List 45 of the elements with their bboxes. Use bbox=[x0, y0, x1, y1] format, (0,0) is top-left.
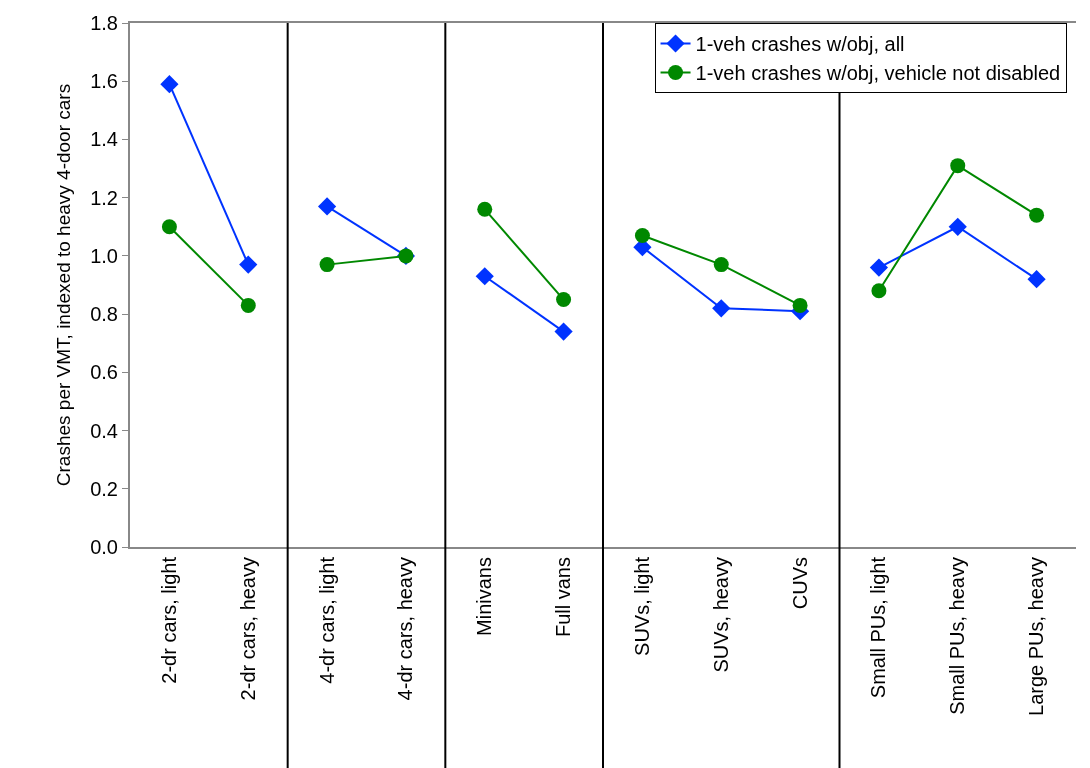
x-tick-label: SUVs, light bbox=[630, 556, 653, 656]
legend-label: 1-veh crashes w/obj, vehicle not disabled bbox=[695, 62, 1061, 85]
point bbox=[712, 299, 731, 318]
point bbox=[317, 197, 337, 216]
y-tick-label: 1.0 bbox=[90, 244, 118, 267]
y-tick-label: 1.8 bbox=[90, 12, 118, 34]
x-tick-label: 2-dr cars, light bbox=[157, 556, 180, 684]
point bbox=[713, 257, 729, 273]
point bbox=[556, 292, 572, 308]
point bbox=[869, 258, 889, 277]
y-tick-label: 1.4 bbox=[90, 128, 118, 151]
y-tick-label: 1.2 bbox=[90, 186, 118, 209]
y-tick-label: 0.6 bbox=[90, 361, 118, 384]
point bbox=[792, 297, 808, 313]
x-tick-label: Small PUs, light bbox=[867, 556, 890, 699]
y-tick-label: 0.8 bbox=[90, 303, 118, 326]
x-tick-label: 4-dr cars, light bbox=[315, 556, 338, 684]
y-tick-label: 0.2 bbox=[90, 477, 118, 500]
point bbox=[477, 201, 493, 217]
x-tick-label: 2-dr cars, heavy bbox=[236, 557, 259, 701]
x-tick-label: Full vans bbox=[552, 557, 575, 638]
point bbox=[240, 297, 256, 313]
x-tick-label: CUVs bbox=[788, 557, 811, 610]
y-tick-label: 0.0 bbox=[90, 536, 118, 558]
y-tick-label: 1.6 bbox=[90, 70, 118, 93]
point bbox=[634, 228, 650, 243]
y-tick-label: 0.4 bbox=[90, 419, 118, 442]
point bbox=[554, 322, 573, 341]
point bbox=[161, 219, 177, 235]
point bbox=[319, 257, 335, 273]
point bbox=[475, 267, 494, 286]
point bbox=[948, 217, 967, 236]
x-tick-label: Minivans bbox=[473, 557, 496, 636]
legend-label: 1-veh crashes w/obj, all bbox=[695, 33, 905, 56]
x-tick-label: Large PUs, heavy bbox=[1025, 557, 1048, 716]
y-axis-title: Crashes per VMT, indexed to heavy 4-door cars bbox=[52, 83, 74, 487]
point bbox=[1027, 270, 1046, 289]
point bbox=[871, 283, 887, 299]
point bbox=[239, 255, 258, 274]
x-tick-label: SUVs, heavy bbox=[709, 557, 732, 673]
x-tick-label: Small PUs, heavy bbox=[946, 557, 969, 715]
point bbox=[1029, 207, 1045, 223]
x-tick-label: 4-dr cars, heavy bbox=[394, 557, 417, 701]
point bbox=[160, 75, 179, 94]
point bbox=[950, 158, 966, 174]
